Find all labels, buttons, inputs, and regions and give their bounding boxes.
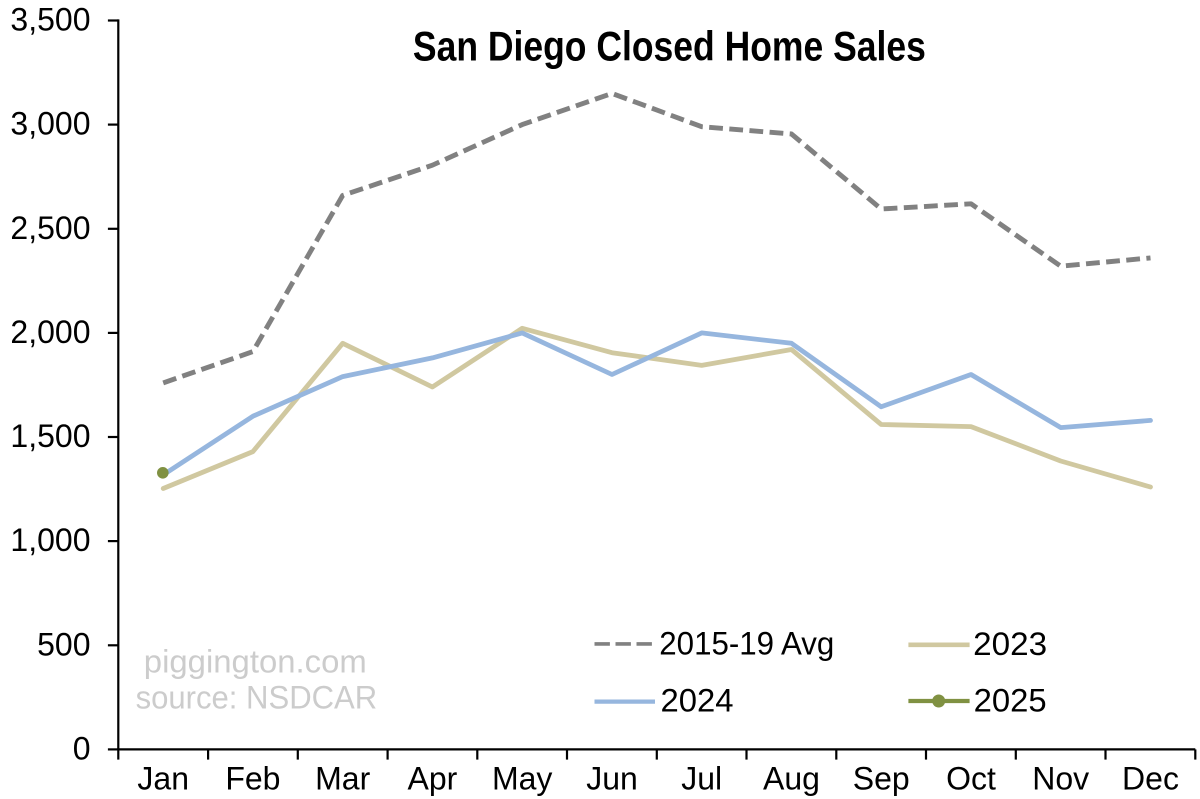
svg-text:source: NSDCAR: source: NSDCAR (136, 679, 378, 715)
svg-text:0: 0 (73, 731, 91, 767)
svg-text:Oct: Oct (946, 761, 996, 797)
svg-text:Jun: Jun (586, 761, 638, 797)
svg-text:2,000: 2,000 (10, 314, 90, 350)
svg-text:May: May (492, 761, 552, 797)
svg-text:3,000: 3,000 (10, 106, 90, 142)
svg-text:2,500: 2,500 (10, 210, 90, 246)
svg-text:Jan: Jan (137, 761, 189, 797)
svg-text:500: 500 (37, 626, 90, 662)
svg-text:Apr: Apr (408, 761, 458, 797)
svg-text:2015-19 Avg: 2015-19 Avg (659, 626, 834, 662)
svg-text:2023: 2023 (973, 626, 1047, 662)
svg-text:Feb: Feb (225, 761, 280, 797)
svg-text:Nov: Nov (1032, 761, 1089, 797)
svg-text:2024: 2024 (661, 683, 734, 719)
svg-text:3,500: 3,500 (10, 2, 90, 38)
svg-text:Jul: Jul (681, 761, 722, 797)
svg-text:Dec: Dec (1122, 761, 1179, 797)
svg-text:1,000: 1,000 (10, 522, 90, 558)
svg-text:San Diego Closed Home Sales: San Diego Closed Home Sales (413, 23, 926, 70)
svg-text:Mar: Mar (315, 761, 370, 797)
svg-text:2025: 2025 (974, 683, 1047, 719)
svg-text:piggington.com: piggington.com (144, 644, 367, 680)
svg-text:Aug: Aug (763, 761, 820, 797)
svg-text:1,500: 1,500 (10, 418, 90, 454)
svg-text:Sep: Sep (853, 761, 910, 797)
